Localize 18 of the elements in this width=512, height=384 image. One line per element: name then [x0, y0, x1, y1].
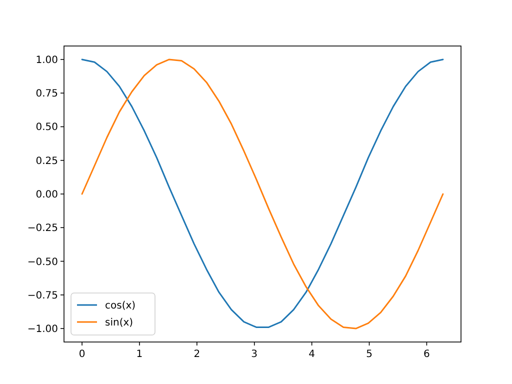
y-tick-label: 0.25 — [36, 156, 58, 167]
x-tick-label: 4 — [308, 349, 316, 360]
y-tick-label: −0.25 — [27, 223, 58, 234]
x-tick-label: 0 — [78, 349, 86, 360]
legend-label: sin(x) — [105, 318, 134, 328]
x-tick-label: 1 — [136, 349, 143, 360]
legend-label: cos(x) — [105, 300, 136, 312]
x-tick-label: 3 — [251, 349, 258, 360]
x-tick-label: 2 — [194, 349, 200, 360]
y-tick-label: 0.00 — [36, 190, 58, 200]
y-tick-label: 1.00 — [36, 54, 58, 66]
x-tick-label: 6 — [424, 349, 430, 360]
y-tick-label: −1.00 — [27, 324, 58, 336]
x-tick-label: 5 — [366, 349, 372, 360]
y-tick-label: 0.75 — [36, 88, 58, 100]
y-tick-label: 0.50 — [36, 122, 58, 134]
y-tick-label: −0.50 — [27, 256, 58, 268]
y-tick-label: −0.75 — [27, 290, 58, 302]
